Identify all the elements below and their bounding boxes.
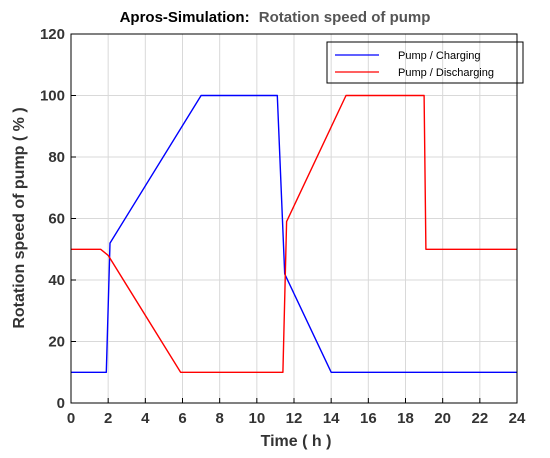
y-tick-label-4: 80 <box>48 149 65 166</box>
x-axis-label: Time ( h ) <box>261 433 332 450</box>
y-tick-label-5: 100 <box>40 88 65 105</box>
legend: Pump / Charging Pump / Discharging <box>326 41 524 84</box>
x-tick-label-10: 20 <box>434 410 451 427</box>
series-layer <box>71 94 517 373</box>
y-tick-label-3: 60 <box>48 211 65 228</box>
x-tick-label-9: 18 <box>397 410 414 427</box>
y-tick-label-2: 40 <box>48 272 65 289</box>
chart-title-main: Apros-Simulation: <box>120 9 250 26</box>
legend-box <box>326 41 524 84</box>
series-line-discharging <box>71 94 517 373</box>
x-tick-label-5: 10 <box>248 410 265 427</box>
chart-title: Apros-Simulation: Rotation speed of pump <box>120 9 431 26</box>
x-tick-label-4: 8 <box>215 410 223 427</box>
series-line-charging <box>71 94 517 373</box>
x-tick-label-6: 12 <box>286 410 303 427</box>
x-tick-label-7: 14 <box>323 410 340 427</box>
x-tick-label-1: 2 <box>104 410 112 427</box>
x-tick-label-12: 24 <box>509 410 526 427</box>
y-tick-label-6: 120 <box>40 26 65 43</box>
y-axis-label: Rotation speed of pump ( % ) <box>11 107 28 328</box>
x-tick-label-3: 6 <box>178 410 186 427</box>
chart-subtitle: Rotation speed of pump <box>259 9 431 26</box>
x-tick-label-11: 22 <box>471 410 488 427</box>
x-tick-label-2: 4 <box>141 410 150 427</box>
grid-layer <box>70 33 518 404</box>
x-tick-label-8: 16 <box>360 410 377 427</box>
legend-entry-discharging: Pump / Discharging <box>398 67 494 79</box>
y-tick-label-1: 20 <box>48 334 65 351</box>
x-tick-label-0: 0 <box>67 410 75 427</box>
legend-entry-charging: Pump / Charging <box>398 50 481 62</box>
y-tick-label-0: 0 <box>57 395 65 412</box>
